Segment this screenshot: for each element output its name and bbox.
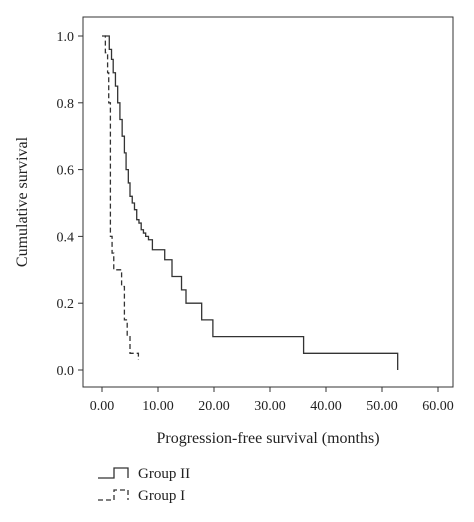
- plot-frame: [82, 16, 454, 388]
- series-line-group-ii: [104, 35, 399, 370]
- x-tick-label: 40.00: [310, 399, 342, 414]
- x-tick-label: 30.00: [254, 399, 286, 414]
- y-tick-label: 0.4: [57, 230, 75, 245]
- legend-label-group-i: Group I: [138, 488, 185, 504]
- y-tick-label: 0.2: [57, 297, 75, 312]
- y-tick-label: 1.0: [57, 30, 75, 45]
- y-tick-label: 0.8: [57, 97, 75, 112]
- series-line-group-i: [102, 35, 140, 360]
- x-tick-label: 0.00: [90, 399, 115, 414]
- x-tick-label: 50.00: [366, 399, 398, 414]
- x-axis: 0.00 10.00 20.00 30.00 40.00 50.00 60.00: [90, 387, 454, 414]
- y-tick-label: 0.6: [57, 164, 75, 179]
- legend-label-group-ii: Group II: [138, 466, 190, 482]
- x-tick-label: 60.00: [422, 399, 454, 414]
- y-axis-label: Cumulative survival: [14, 136, 31, 267]
- series-layer: [102, 35, 399, 370]
- legend-swatch-group-ii: [98, 467, 129, 479]
- x-tick-label: 20.00: [198, 399, 230, 414]
- y-axis: 0.0 0.2 0.4 0.6 0.8 1.0: [57, 30, 83, 379]
- legend-swatch-group-i: [98, 489, 129, 501]
- y-tick-label: 0.0: [57, 364, 75, 379]
- x-tick-label: 10.00: [142, 399, 174, 414]
- legend: Group II Group I: [98, 466, 190, 504]
- x-axis-label: Progression-free survival (months): [156, 430, 379, 447]
